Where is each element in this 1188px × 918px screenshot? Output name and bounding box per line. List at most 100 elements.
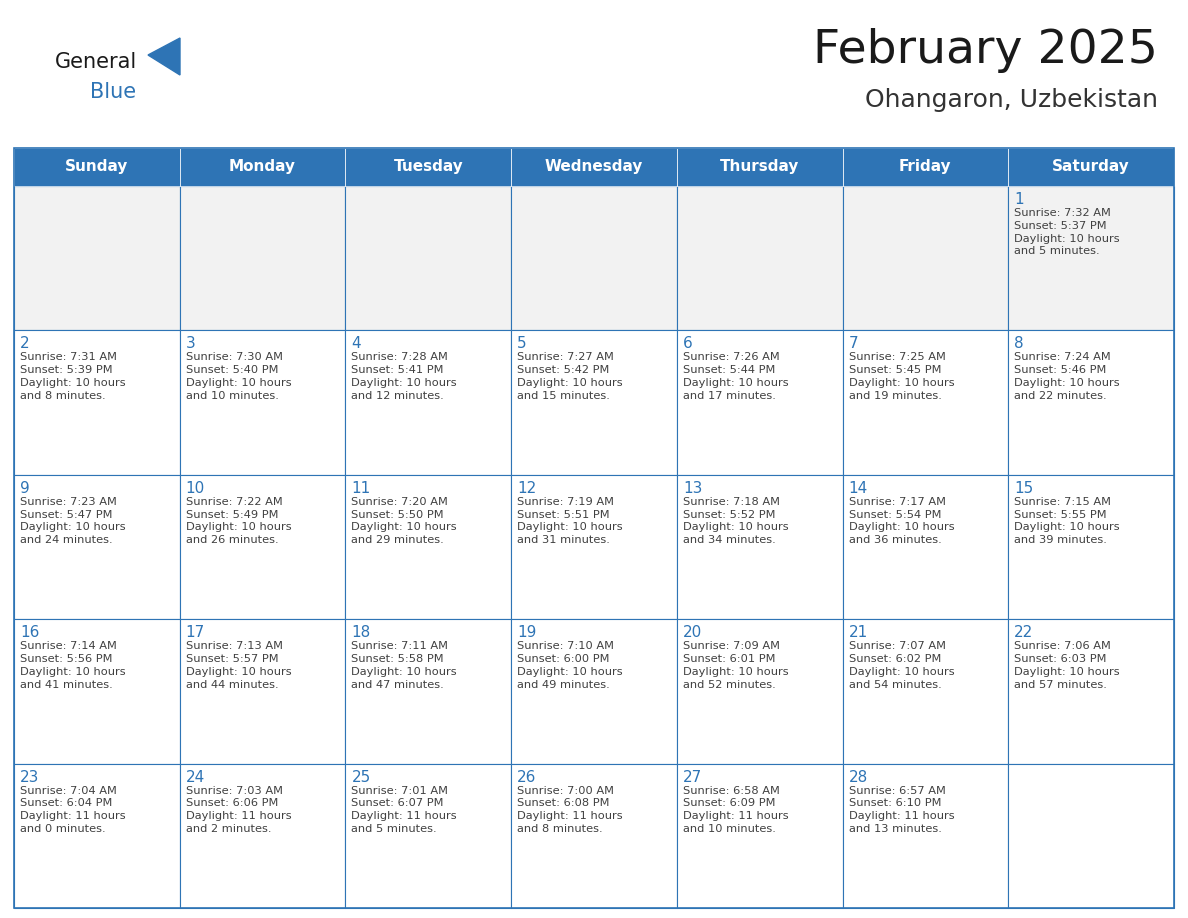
Bar bbox=[14, 330, 179, 475]
Bar bbox=[346, 148, 511, 186]
Text: 14: 14 bbox=[848, 481, 867, 496]
Text: Sunrise: 7:11 AM
Sunset: 5:58 PM
Daylight: 10 hours
and 47 minutes.: Sunrise: 7:11 AM Sunset: 5:58 PM Dayligh… bbox=[352, 641, 457, 689]
Bar bbox=[14, 148, 1174, 908]
Text: Sunrise: 7:22 AM
Sunset: 5:49 PM
Daylight: 10 hours
and 26 minutes.: Sunrise: 7:22 AM Sunset: 5:49 PM Dayligh… bbox=[185, 497, 291, 545]
Bar bbox=[511, 475, 677, 620]
Bar bbox=[842, 764, 1009, 908]
Text: 2: 2 bbox=[20, 336, 30, 352]
Text: 8: 8 bbox=[1015, 336, 1024, 352]
Text: Sunrise: 7:07 AM
Sunset: 6:02 PM
Daylight: 10 hours
and 54 minutes.: Sunrise: 7:07 AM Sunset: 6:02 PM Dayligh… bbox=[848, 641, 954, 689]
Text: Sunrise: 7:13 AM
Sunset: 5:57 PM
Daylight: 10 hours
and 44 minutes.: Sunrise: 7:13 AM Sunset: 5:57 PM Dayligh… bbox=[185, 641, 291, 689]
Text: Sunrise: 6:57 AM
Sunset: 6:10 PM
Daylight: 11 hours
and 13 minutes.: Sunrise: 6:57 AM Sunset: 6:10 PM Dayligh… bbox=[848, 786, 954, 834]
Bar bbox=[842, 186, 1009, 330]
Text: 25: 25 bbox=[352, 769, 371, 785]
Text: 16: 16 bbox=[20, 625, 39, 640]
Text: Sunrise: 7:26 AM
Sunset: 5:44 PM
Daylight: 10 hours
and 17 minutes.: Sunrise: 7:26 AM Sunset: 5:44 PM Dayligh… bbox=[683, 353, 789, 401]
Text: Sunrise: 6:58 AM
Sunset: 6:09 PM
Daylight: 11 hours
and 10 minutes.: Sunrise: 6:58 AM Sunset: 6:09 PM Dayligh… bbox=[683, 786, 789, 834]
Text: 4: 4 bbox=[352, 336, 361, 352]
Text: 3: 3 bbox=[185, 336, 196, 352]
Bar bbox=[346, 186, 511, 330]
Text: 21: 21 bbox=[848, 625, 867, 640]
Bar bbox=[14, 148, 179, 186]
Text: 18: 18 bbox=[352, 625, 371, 640]
Text: 6: 6 bbox=[683, 336, 693, 352]
Text: Sunrise: 7:10 AM
Sunset: 6:00 PM
Daylight: 10 hours
and 49 minutes.: Sunrise: 7:10 AM Sunset: 6:00 PM Dayligh… bbox=[517, 641, 623, 689]
Text: 1: 1 bbox=[1015, 192, 1024, 207]
Text: Sunrise: 7:24 AM
Sunset: 5:46 PM
Daylight: 10 hours
and 22 minutes.: Sunrise: 7:24 AM Sunset: 5:46 PM Dayligh… bbox=[1015, 353, 1120, 401]
Bar bbox=[677, 764, 842, 908]
Bar bbox=[1009, 148, 1174, 186]
Text: Sunrise: 7:20 AM
Sunset: 5:50 PM
Daylight: 10 hours
and 29 minutes.: Sunrise: 7:20 AM Sunset: 5:50 PM Dayligh… bbox=[352, 497, 457, 545]
Bar bbox=[1009, 764, 1174, 908]
Text: Sunrise: 7:27 AM
Sunset: 5:42 PM
Daylight: 10 hours
and 15 minutes.: Sunrise: 7:27 AM Sunset: 5:42 PM Dayligh… bbox=[517, 353, 623, 401]
Text: Tuesday: Tuesday bbox=[393, 160, 463, 174]
Text: 19: 19 bbox=[517, 625, 537, 640]
Text: 5: 5 bbox=[517, 336, 526, 352]
Bar bbox=[346, 475, 511, 620]
Text: Sunrise: 7:09 AM
Sunset: 6:01 PM
Daylight: 10 hours
and 52 minutes.: Sunrise: 7:09 AM Sunset: 6:01 PM Dayligh… bbox=[683, 641, 789, 689]
Bar bbox=[179, 330, 346, 475]
Bar bbox=[511, 148, 677, 186]
Text: February 2025: February 2025 bbox=[813, 28, 1158, 73]
Bar bbox=[14, 620, 179, 764]
Text: Monday: Monday bbox=[229, 160, 296, 174]
Text: Sunrise: 7:31 AM
Sunset: 5:39 PM
Daylight: 10 hours
and 8 minutes.: Sunrise: 7:31 AM Sunset: 5:39 PM Dayligh… bbox=[20, 353, 126, 401]
Text: Sunrise: 7:30 AM
Sunset: 5:40 PM
Daylight: 10 hours
and 10 minutes.: Sunrise: 7:30 AM Sunset: 5:40 PM Dayligh… bbox=[185, 353, 291, 401]
Text: Sunrise: 7:19 AM
Sunset: 5:51 PM
Daylight: 10 hours
and 31 minutes.: Sunrise: 7:19 AM Sunset: 5:51 PM Dayligh… bbox=[517, 497, 623, 545]
Text: Ohangaron, Uzbekistan: Ohangaron, Uzbekistan bbox=[865, 88, 1158, 112]
Text: 12: 12 bbox=[517, 481, 537, 496]
Bar bbox=[179, 764, 346, 908]
Bar bbox=[346, 620, 511, 764]
Text: Blue: Blue bbox=[90, 82, 137, 102]
Bar bbox=[842, 330, 1009, 475]
Text: Sunrise: 7:17 AM
Sunset: 5:54 PM
Daylight: 10 hours
and 36 minutes.: Sunrise: 7:17 AM Sunset: 5:54 PM Dayligh… bbox=[848, 497, 954, 545]
Bar bbox=[346, 764, 511, 908]
Bar bbox=[1009, 620, 1174, 764]
Text: 9: 9 bbox=[20, 481, 30, 496]
Bar bbox=[1009, 475, 1174, 620]
Text: Sunrise: 7:01 AM
Sunset: 6:07 PM
Daylight: 11 hours
and 5 minutes.: Sunrise: 7:01 AM Sunset: 6:07 PM Dayligh… bbox=[352, 786, 457, 834]
Bar bbox=[677, 620, 842, 764]
Text: Sunrise: 7:04 AM
Sunset: 6:04 PM
Daylight: 11 hours
and 0 minutes.: Sunrise: 7:04 AM Sunset: 6:04 PM Dayligh… bbox=[20, 786, 126, 834]
Bar bbox=[179, 620, 346, 764]
Text: 13: 13 bbox=[683, 481, 702, 496]
Text: Sunrise: 7:28 AM
Sunset: 5:41 PM
Daylight: 10 hours
and 12 minutes.: Sunrise: 7:28 AM Sunset: 5:41 PM Dayligh… bbox=[352, 353, 457, 401]
Text: Sunrise: 7:03 AM
Sunset: 6:06 PM
Daylight: 11 hours
and 2 minutes.: Sunrise: 7:03 AM Sunset: 6:06 PM Dayligh… bbox=[185, 786, 291, 834]
Text: Sunrise: 7:25 AM
Sunset: 5:45 PM
Daylight: 10 hours
and 19 minutes.: Sunrise: 7:25 AM Sunset: 5:45 PM Dayligh… bbox=[848, 353, 954, 401]
Bar bbox=[677, 186, 842, 330]
Text: Wednesday: Wednesday bbox=[545, 160, 643, 174]
Bar bbox=[677, 148, 842, 186]
Text: Sunrise: 7:06 AM
Sunset: 6:03 PM
Daylight: 10 hours
and 57 minutes.: Sunrise: 7:06 AM Sunset: 6:03 PM Dayligh… bbox=[1015, 641, 1120, 689]
Bar bbox=[842, 148, 1009, 186]
Bar bbox=[511, 620, 677, 764]
Bar bbox=[179, 148, 346, 186]
Text: Sunrise: 7:00 AM
Sunset: 6:08 PM
Daylight: 11 hours
and 8 minutes.: Sunrise: 7:00 AM Sunset: 6:08 PM Dayligh… bbox=[517, 786, 623, 834]
Text: 22: 22 bbox=[1015, 625, 1034, 640]
Bar bbox=[346, 330, 511, 475]
Bar bbox=[14, 186, 179, 330]
Bar bbox=[677, 330, 842, 475]
Text: Sunday: Sunday bbox=[65, 160, 128, 174]
Bar bbox=[179, 186, 346, 330]
Text: 27: 27 bbox=[683, 769, 702, 785]
Text: Sunrise: 7:18 AM
Sunset: 5:52 PM
Daylight: 10 hours
and 34 minutes.: Sunrise: 7:18 AM Sunset: 5:52 PM Dayligh… bbox=[683, 497, 789, 545]
Bar bbox=[511, 330, 677, 475]
Bar bbox=[179, 475, 346, 620]
Text: 15: 15 bbox=[1015, 481, 1034, 496]
Bar bbox=[842, 475, 1009, 620]
Text: Friday: Friday bbox=[899, 160, 952, 174]
Text: 17: 17 bbox=[185, 625, 206, 640]
Text: 20: 20 bbox=[683, 625, 702, 640]
Text: General: General bbox=[55, 52, 138, 72]
Text: 28: 28 bbox=[848, 769, 867, 785]
Text: 11: 11 bbox=[352, 481, 371, 496]
Bar bbox=[14, 764, 179, 908]
Text: 10: 10 bbox=[185, 481, 206, 496]
Bar bbox=[842, 620, 1009, 764]
Text: 24: 24 bbox=[185, 769, 206, 785]
Bar bbox=[511, 186, 677, 330]
Text: 7: 7 bbox=[848, 336, 858, 352]
Bar bbox=[511, 764, 677, 908]
Text: Thursday: Thursday bbox=[720, 160, 800, 174]
Text: Sunrise: 7:32 AM
Sunset: 5:37 PM
Daylight: 10 hours
and 5 minutes.: Sunrise: 7:32 AM Sunset: 5:37 PM Dayligh… bbox=[1015, 208, 1120, 256]
